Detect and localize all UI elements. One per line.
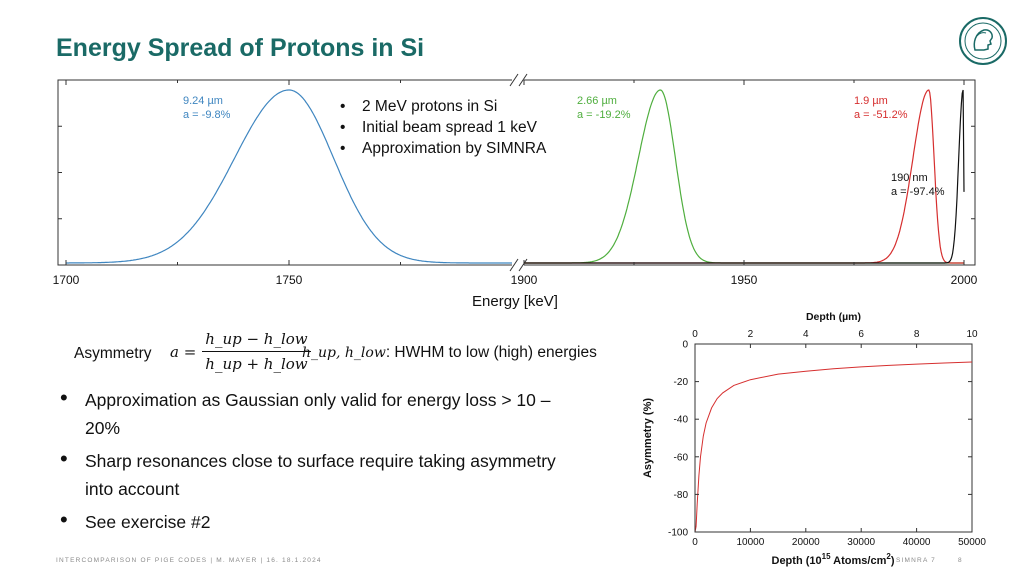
- bullet-top-item: Approximation by SIMNRA: [340, 138, 546, 159]
- x-tick-label: 20000: [792, 537, 820, 548]
- institute-logo: [959, 17, 1007, 65]
- y-axis-label: Asymmetry (%): [642, 398, 654, 478]
- x-tick-label: 0: [692, 537, 698, 548]
- series-thickness-label: 2.66 µm: [577, 95, 617, 107]
- series-thickness-label: 190 nm: [891, 172, 928, 184]
- asymmetry-label: Asymmetry: [74, 345, 152, 362]
- chart-curves: [694, 361, 973, 533]
- hwhm-text: : HWHM to low (high) energies: [385, 344, 597, 361]
- page-title: Energy Spread of Protons in Si: [56, 34, 425, 62]
- x2-tick-label: 8: [914, 329, 920, 340]
- x-tick-label: 10000: [736, 537, 764, 548]
- series-asymmetry-label: a = -51.2%: [854, 109, 908, 121]
- footer-text: INTERCOMPARISON OF PIGE CODES | M. MAYER…: [56, 557, 322, 564]
- x-tick-label: 2000: [951, 273, 978, 287]
- asymmetry-formula: a = h_up − h_low h_up + h_low: [170, 330, 311, 373]
- series-line: [694, 361, 973, 533]
- bullet-main-item: Approximation as Gaussian only valid for…: [60, 384, 580, 442]
- x2-tick-label: 10: [966, 329, 978, 340]
- bullets-top: 2 MeV protons in Si Initial beam spread …: [340, 96, 546, 159]
- chart-ticks: 1700 1750 1900 1950 2000: [53, 80, 978, 287]
- chart-frame: [694, 343, 973, 533]
- x-tick-label: 1950: [731, 273, 758, 287]
- chart-ticks: 0 10000 20000 30000 40000 50000 0 2 4 6 8 10 0 -20 -40…: [668, 329, 986, 548]
- x-tick-label: 40000: [903, 537, 931, 548]
- x-tick-label: 1750: [276, 273, 303, 287]
- series-line: [66, 89, 512, 264]
- x-tick-label: 50000: [958, 537, 986, 548]
- formula-denominator: h_up + h_low: [205, 355, 308, 373]
- series-asymmetry-label: a = -97.4%: [891, 186, 945, 198]
- series-asymmetry-label: a = -9.8%: [183, 109, 231, 121]
- page-number: 8: [958, 557, 962, 564]
- formula-fraction: h_up − h_low h_up + h_low: [202, 330, 311, 373]
- axis-break: [509, 73, 528, 272]
- bullet-main-item: Sharp resonances close to surface requir…: [60, 445, 580, 503]
- hwhm-definition: h_up, h_low: HWHM to low (high) energies: [302, 344, 597, 362]
- formula-numerator: h_up − h_low: [202, 330, 311, 352]
- bullet-top-item: Initial beam spread 1 keV: [340, 117, 546, 138]
- hwhm-vars: h_up, h_low: [302, 345, 386, 361]
- bullets-main: Approximation as Gaussian only valid for…: [60, 384, 580, 541]
- series-thickness-label: 1.9 µm: [854, 95, 888, 107]
- x-tick-label: 1700: [53, 273, 80, 287]
- footer-right-text: SIMNRA 7: [896, 557, 936, 564]
- y-tick-label: -20: [674, 377, 689, 388]
- x2-tick-label: 2: [748, 329, 754, 340]
- bullet-main-item: See exercise #2: [60, 506, 580, 536]
- series-asymmetry-label: a = -19.2%: [577, 109, 631, 121]
- y-tick-label: -60: [674, 452, 689, 463]
- y-tick-label: 0: [682, 340, 688, 351]
- series-thickness-label: 9.24 µm: [183, 95, 223, 107]
- x-axis-label: Depth (1015 Atoms/cm2): [772, 552, 895, 567]
- x-tick-label: 1900: [511, 273, 538, 287]
- bullet-top-item: 2 MeV protons in Si: [340, 96, 546, 117]
- x-axis-label: Energy [keV]: [472, 293, 558, 310]
- formula-lhs: a =: [170, 342, 197, 361]
- y-tick-label: -80: [674, 490, 689, 501]
- x2-tick-label: 6: [858, 329, 864, 340]
- chart-labels: Depth (µm)Depth (1015 Atoms/cm2)Asymmetr…: [642, 311, 895, 567]
- plot-border: [694, 343, 973, 533]
- y-tick-label: -40: [674, 415, 689, 426]
- x2-tick-label: 4: [803, 329, 809, 340]
- x2-tick-label: 0: [692, 329, 698, 340]
- y-tick-label: -100: [668, 528, 688, 539]
- x-tick-label: 30000: [847, 537, 875, 548]
- chart-labels: Energy [keV] 9.24 µm a = -9.8% 2.66 µm a = -…: [183, 95, 945, 310]
- energy-spectrum-chart: 1700 1750 1900 1950 2000 Energy [keV] 9.24 µm…: [53, 73, 978, 310]
